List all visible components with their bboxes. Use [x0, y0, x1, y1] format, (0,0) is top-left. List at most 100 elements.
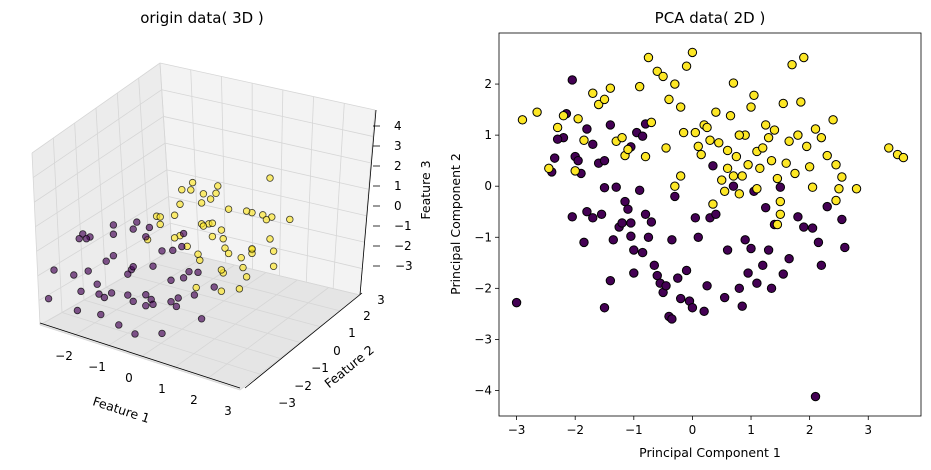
- chart-title-2d: PCA data( 2D ): [655, 9, 766, 27]
- y-tick-label: −4: [474, 383, 492, 397]
- point-class-0: [608, 235, 618, 245]
- point-3d-class-0: [194, 268, 202, 277]
- point-class-1: [728, 78, 739, 88]
- point-class-1: [681, 61, 692, 71]
- point-class-1: [717, 175, 727, 185]
- grid-line: [332, 103, 345, 289]
- z-tick-label-3d: −2: [394, 239, 412, 253]
- grid-line: [161, 89, 373, 137]
- point-3d-class-0: [109, 221, 118, 229]
- y-tick-label-3d: −3: [278, 396, 296, 410]
- point-class-0: [588, 139, 598, 150]
- grid-line: [35, 142, 166, 228]
- x-tick-label: 3: [864, 423, 872, 437]
- point-class-1: [711, 107, 721, 117]
- point-class-1: [634, 81, 645, 92]
- point-class-1: [623, 144, 633, 155]
- y-tick-label-3d: 0: [333, 344, 341, 358]
- point-3d-class-0: [167, 298, 175, 306]
- point-class-1: [722, 163, 733, 174]
- point-class-0: [626, 218, 636, 228]
- point-3d-class-0: [95, 290, 103, 298]
- point-class-0: [673, 273, 683, 283]
- point-class-0: [840, 242, 850, 253]
- point-3d-class-1: [214, 182, 222, 190]
- point-3d-class-0: [158, 329, 166, 338]
- point-class-0: [822, 201, 832, 212]
- point-3d-class-0: [82, 234, 91, 243]
- x-tick-label-3d: −2: [55, 349, 73, 363]
- point-class-0: [573, 155, 583, 166]
- point-3d-class-1: [217, 287, 226, 295]
- point-class-1: [670, 79, 680, 89]
- point-class-0: [661, 281, 671, 291]
- point-3d-class-0: [210, 283, 218, 291]
- point-class-0: [734, 283, 745, 294]
- point-class-1: [834, 184, 844, 194]
- point-class-1: [579, 135, 589, 145]
- point-class-1: [675, 171, 686, 181]
- point-class-1: [728, 171, 739, 181]
- point-3d-class-0: [149, 300, 157, 309]
- point-3d-class-1: [259, 211, 267, 219]
- point-class-1: [737, 171, 747, 181]
- point-class-0: [579, 237, 589, 248]
- point-3d-class-0: [109, 251, 118, 260]
- point-3d-class-1: [212, 189, 220, 197]
- x-tick-label-3d: 2: [190, 393, 198, 407]
- point-class-0: [799, 222, 809, 232]
- point-class-1: [787, 59, 797, 70]
- point-3d-class-1: [269, 262, 278, 270]
- point-class-0: [743, 268, 753, 278]
- grid-line: [170, 222, 363, 269]
- point-3d-class-1: [269, 247, 278, 255]
- point-3d-class-1: [187, 186, 195, 194]
- point-class-1: [687, 47, 698, 58]
- point-class-1: [804, 162, 815, 172]
- grid-line: [159, 62, 376, 111]
- point-class-0: [634, 185, 645, 195]
- point-class-1: [898, 152, 909, 163]
- point-3d-class-1: [192, 283, 200, 292]
- point-class-0: [582, 207, 592, 217]
- point-class-1: [693, 141, 703, 152]
- point-3d-class-0: [169, 246, 177, 255]
- point-class-1: [652, 66, 662, 77]
- point-3d-class-1: [286, 215, 294, 224]
- point-class-0: [813, 237, 824, 248]
- x-tick-label: 2: [806, 423, 814, 437]
- point-3d-class-1: [178, 185, 186, 194]
- point-class-1: [816, 132, 827, 143]
- point-class-0: [596, 209, 607, 219]
- point-class-1: [544, 163, 554, 174]
- point-class-0: [640, 209, 651, 219]
- grid-line: [279, 89, 284, 276]
- point-class-0: [552, 134, 563, 144]
- y-axis-label-3d: Feature 2: [321, 342, 376, 391]
- x-tick-label-3d: −1: [88, 360, 106, 374]
- z-tick-label-3d: −3: [395, 259, 413, 273]
- point-class-0: [626, 231, 636, 241]
- point-3d-class-1: [208, 219, 217, 227]
- point-3d-class-1: [170, 234, 179, 242]
- point-class-1: [837, 172, 847, 182]
- point-class-1: [784, 136, 794, 146]
- y-tick-label-3d: 1: [348, 326, 356, 340]
- point-class-1: [708, 199, 718, 209]
- point-3d-class-0: [179, 274, 188, 282]
- point-class-1: [617, 132, 627, 143]
- point-class-1: [719, 186, 730, 197]
- point-class-1: [532, 107, 542, 117]
- point-class-1: [734, 189, 745, 199]
- point-class-0: [629, 245, 639, 255]
- point-3d-class-0: [79, 230, 87, 238]
- point-3d-class-0: [107, 289, 116, 297]
- grid-line: [36, 169, 168, 252]
- point-3d-class-1: [156, 213, 164, 221]
- point-class-0: [643, 232, 654, 242]
- grid-line: [149, 262, 341, 312]
- point-3d-class-0: [50, 266, 58, 274]
- point-class-1: [670, 181, 680, 191]
- point-class-0: [758, 260, 768, 271]
- grid-line: [37, 196, 169, 277]
